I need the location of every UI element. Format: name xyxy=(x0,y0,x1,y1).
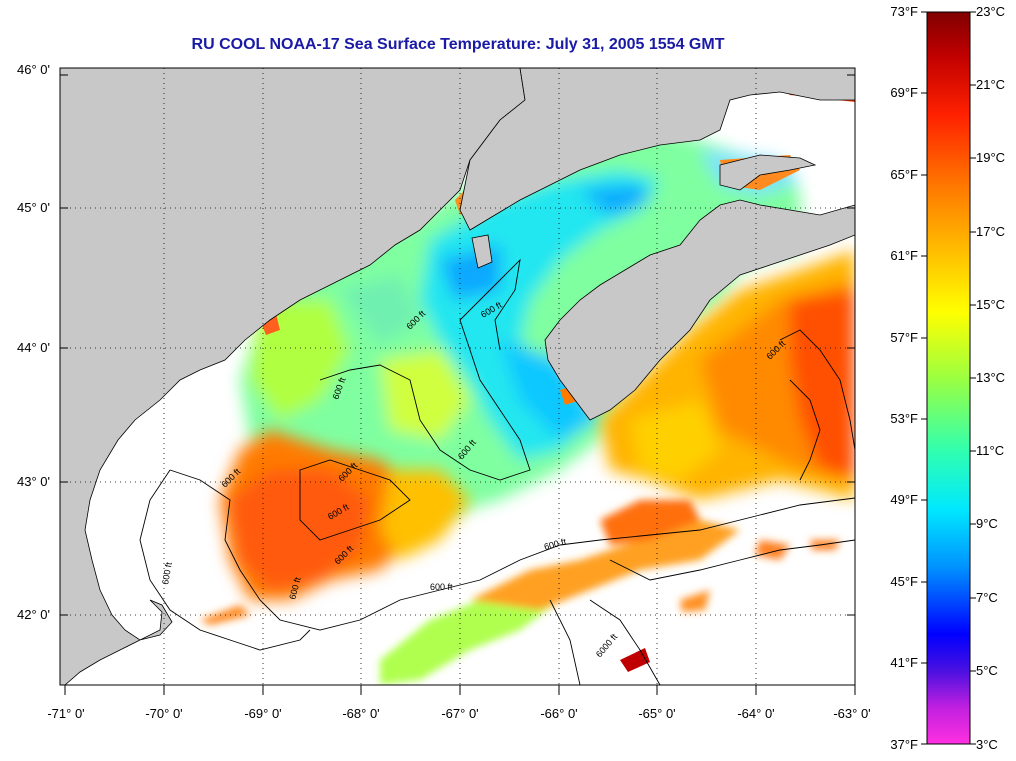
lon-label: -71° 0' xyxy=(47,706,85,721)
fahrenheit-label: 53°F xyxy=(890,411,918,426)
lon-label: -67° 0' xyxy=(441,706,479,721)
celsius-label: 11°C xyxy=(976,443,1005,458)
celsius-label: 17°C xyxy=(976,224,1006,239)
fahrenheit-label: 69°F xyxy=(890,85,918,100)
celsius-label: 3°C xyxy=(976,737,998,752)
bathymetry-contours xyxy=(139,258,855,685)
lon-label: -69° 0' xyxy=(244,706,282,721)
fahrenheit-label: 49°F xyxy=(890,492,918,507)
celsius-label: 7°C xyxy=(976,590,998,605)
lat-label: 42° 0' xyxy=(17,607,50,622)
lat-label: 46° 0' xyxy=(17,62,50,77)
colorbar xyxy=(926,11,971,745)
contour-label: 600 ft xyxy=(430,582,453,592)
celsius-label: 15°C xyxy=(976,297,1006,312)
celsius-label: 9°C xyxy=(976,516,998,531)
fahrenheit-label: 65°F xyxy=(890,167,918,182)
fahrenheit-label: 73°F xyxy=(890,4,918,19)
lon-label: -68° 0' xyxy=(342,706,380,721)
lon-label: -64° 0' xyxy=(737,706,775,721)
axis-ticks xyxy=(60,74,856,695)
fahrenheit-label: 57°F xyxy=(890,330,918,345)
celsius-label: 13°C xyxy=(976,370,1006,385)
lon-label: -66° 0' xyxy=(540,706,578,721)
lon-label: -63° 0' xyxy=(833,706,871,721)
sst-field xyxy=(190,72,855,685)
celsius-label: 5°C xyxy=(976,663,998,678)
map-border xyxy=(59,67,856,686)
fahrenheit-label: 45°F xyxy=(890,574,918,589)
lat-label: 43° 0' xyxy=(17,474,50,489)
fahrenheit-label: 41°F xyxy=(890,655,918,670)
contour-label: 600 ft xyxy=(160,561,174,585)
lat-label: 45° 0' xyxy=(17,200,50,215)
lat-label: 44° 0' xyxy=(17,340,50,355)
celsius-label: 19°C xyxy=(976,150,1006,165)
fahrenheit-label: 61°F xyxy=(890,248,918,263)
fahrenheit-label: 37°F xyxy=(890,737,918,752)
map-title: RU COOL NOAA-17 Sea Surface Temperature:… xyxy=(191,36,725,53)
celsius-label: 23°C xyxy=(976,4,1006,19)
celsius-label: 21°C xyxy=(976,77,1006,92)
lon-label: -70° 0' xyxy=(145,706,183,721)
colorbar-ticks xyxy=(921,11,976,745)
lon-label: -65° 0' xyxy=(638,706,676,721)
